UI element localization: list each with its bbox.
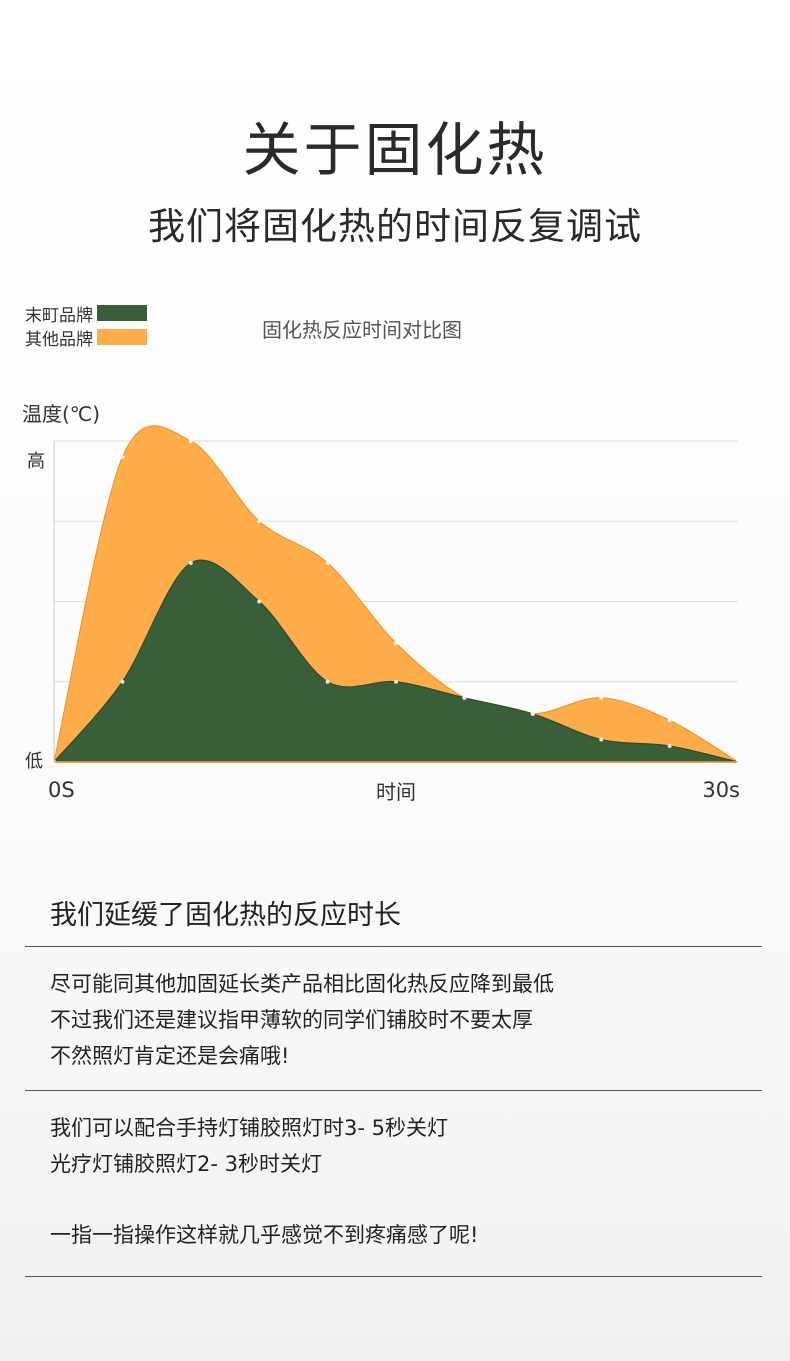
data-point-brand-mo-5 [394, 679, 398, 684]
divider-1 [25, 946, 762, 947]
data-point-other-brand-2 [188, 439, 193, 443]
y-tick-label-high: 高 [27, 451, 45, 472]
data-point-brand-mo-9 [667, 743, 672, 748]
x-axis-label: 时间 [376, 780, 416, 804]
paragraph-1-line-2: 不过我们还是建议指甲薄软的同学们铺胶时不要太厚 [50, 1008, 533, 1032]
chart-title: 固化热反应时间对比图 [262, 318, 462, 342]
data-point-other-brand-3 [257, 519, 262, 524]
divider-2 [25, 1090, 762, 1091]
x-tick-label-end: 30s [702, 778, 740, 802]
paragraph-1-line-3: 不然照灯肯定还是会痛哦! [50, 1044, 290, 1068]
paragraph-3: 一指一指操作这样就几乎感觉不到疼痛感了呢! [50, 1217, 478, 1253]
data-point-other-brand-1 [120, 455, 125, 460]
section-heading: 我们延缓了固化热的反应时长 [50, 900, 401, 931]
data-point-brand-mo-8 [599, 737, 604, 742]
paragraph-1-line-1: 尽可能同其他加固延长类产品相比固化热反应降到最低 [50, 972, 554, 996]
data-point-brand-mo-4 [325, 679, 330, 684]
legend-swatch-other-brand [97, 329, 147, 345]
area-chart: 温度(℃) 高 低 0S 30s 时间 [22, 402, 741, 804]
data-point-other-brand-9 [667, 718, 672, 723]
paragraph-3-line-1: 一指一指操作这样就几乎感觉不到疼痛感了呢! [50, 1223, 479, 1247]
paragraph-2-line-2: 光疗灯铺胶照灯2- 3秒时关灯 [50, 1152, 322, 1176]
data-point-other-brand-4 [325, 560, 330, 565]
paragraph-2-line-1: 我们可以配合手持灯铺胶照灯时3- 5秒关灯 [50, 1116, 448, 1140]
page-subtitle: 我们将固化热的时间反复调试 [148, 205, 642, 248]
legend-swatch-brand-mo [97, 305, 147, 321]
data-point-brand-mo-7 [530, 711, 535, 716]
y-tick-label-low: 低 [25, 751, 43, 772]
data-point-brand-mo-2 [188, 560, 193, 565]
page-title: 关于固化热 [242, 116, 548, 184]
y-axis-label: 温度(℃) [22, 402, 100, 426]
paragraph-2: 我们可以配合手持灯铺胶照灯时3- 5秒关灯 光疗灯铺胶照灯2- 3秒时关灯 [50, 1110, 448, 1182]
data-point-brand-mo-1 [120, 679, 125, 684]
x-tick-label-start: 0S [48, 778, 75, 802]
data-point-brand-mo-3 [257, 599, 262, 604]
data-point-other-brand-8 [599, 695, 604, 700]
data-point-brand-mo-6 [462, 695, 467, 700]
paragraph-1: 尽可能同其他加固延长类产品相比固化热反应降到最低 不过我们还是建议指甲薄软的同学… [50, 966, 554, 1074]
chart-legend: 末町品牌 其他品牌 [25, 301, 147, 350]
chart-points [52, 439, 740, 764]
divider-3 [25, 1276, 762, 1277]
legend-item-other-brand: 其他品牌 [25, 325, 147, 350]
area-series-brand-mo [52, 559, 739, 763]
legend-item-brand-mo: 末町品牌 [25, 301, 147, 326]
legend-label-other-brand: 其他品牌 [25, 329, 93, 350]
legend-label-brand-mo: 末町品牌 [25, 305, 93, 326]
chart-areas [52, 425, 741, 763]
data-point-other-brand-5 [394, 641, 398, 646]
